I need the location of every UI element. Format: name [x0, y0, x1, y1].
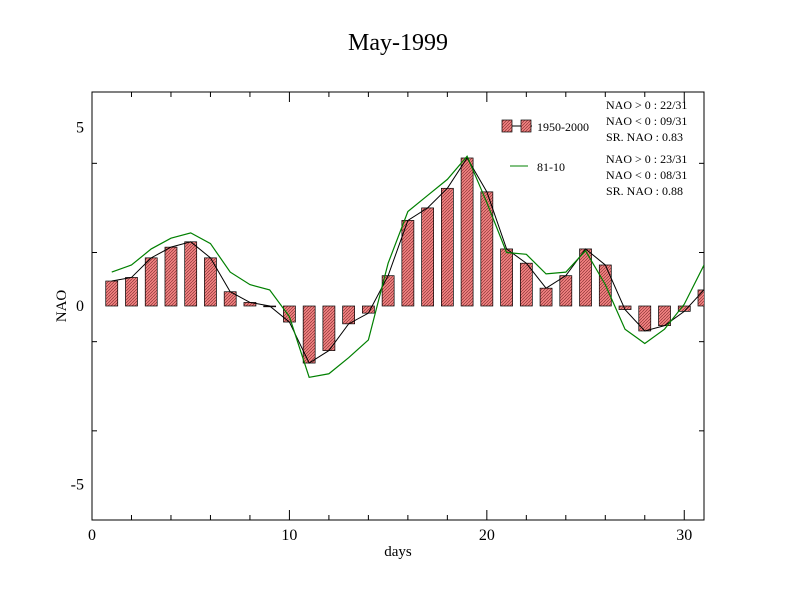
legend-bar-swatch [520, 119, 532, 133]
legend-bar-swatch [501, 119, 513, 133]
bar [322, 305, 336, 351]
bar [638, 305, 652, 332]
x-axis-label: days [384, 544, 412, 560]
x-tick-label: 30 [676, 527, 692, 544]
stats-text: SR. NAO : 0.83 [606, 130, 683, 144]
bar [460, 157, 474, 307]
x-tick-label: 10 [281, 527, 297, 544]
y-tick-label: -5 [71, 476, 84, 493]
bar [441, 187, 454, 307]
legend: 1950-2000 81-10 [501, 119, 589, 174]
y-tick-label: 0 [76, 298, 84, 315]
line-series [111, 155, 704, 379]
x-axis: 0 10 20 30 [88, 92, 692, 544]
stats-text: NAO > 0 : 22/31 [606, 98, 687, 112]
bar-connector-line [111, 157, 704, 364]
stats-block: NAO > 0 : 22/31 NAO < 0 : 09/31 SR. NAO … [606, 98, 687, 198]
bar [164, 246, 178, 307]
bar [539, 287, 553, 307]
bar [105, 280, 119, 307]
legend-bar-label: 1950-2000 [537, 120, 589, 134]
stats-text: SR. NAO : 0.88 [606, 184, 683, 198]
series-line-81-10 [111, 155, 704, 379]
chart-title: May-1999 [348, 30, 448, 56]
y-tick-label: 5 [76, 120, 84, 137]
stats-text: NAO > 0 : 23/31 [606, 152, 687, 166]
bar [480, 191, 494, 307]
x-tick-label: 20 [479, 527, 495, 544]
bar [144, 257, 158, 307]
bar [283, 305, 296, 323]
y-axis-label: NAO [54, 290, 70, 323]
bar [184, 241, 198, 307]
bar [519, 262, 533, 307]
bar-series [105, 157, 704, 364]
bar [697, 289, 704, 307]
bar [559, 275, 573, 307]
bar [125, 277, 138, 307]
stats-text: NAO < 0 : 08/31 [606, 168, 687, 182]
bar [500, 248, 513, 307]
legend-line-label: 81-10 [537, 160, 565, 174]
stats-text: NAO < 0 : 09/31 [606, 114, 687, 128]
bar [421, 207, 434, 307]
x-tick-label: 0 [88, 527, 96, 544]
y-axis: -5 0 5 [71, 120, 704, 521]
